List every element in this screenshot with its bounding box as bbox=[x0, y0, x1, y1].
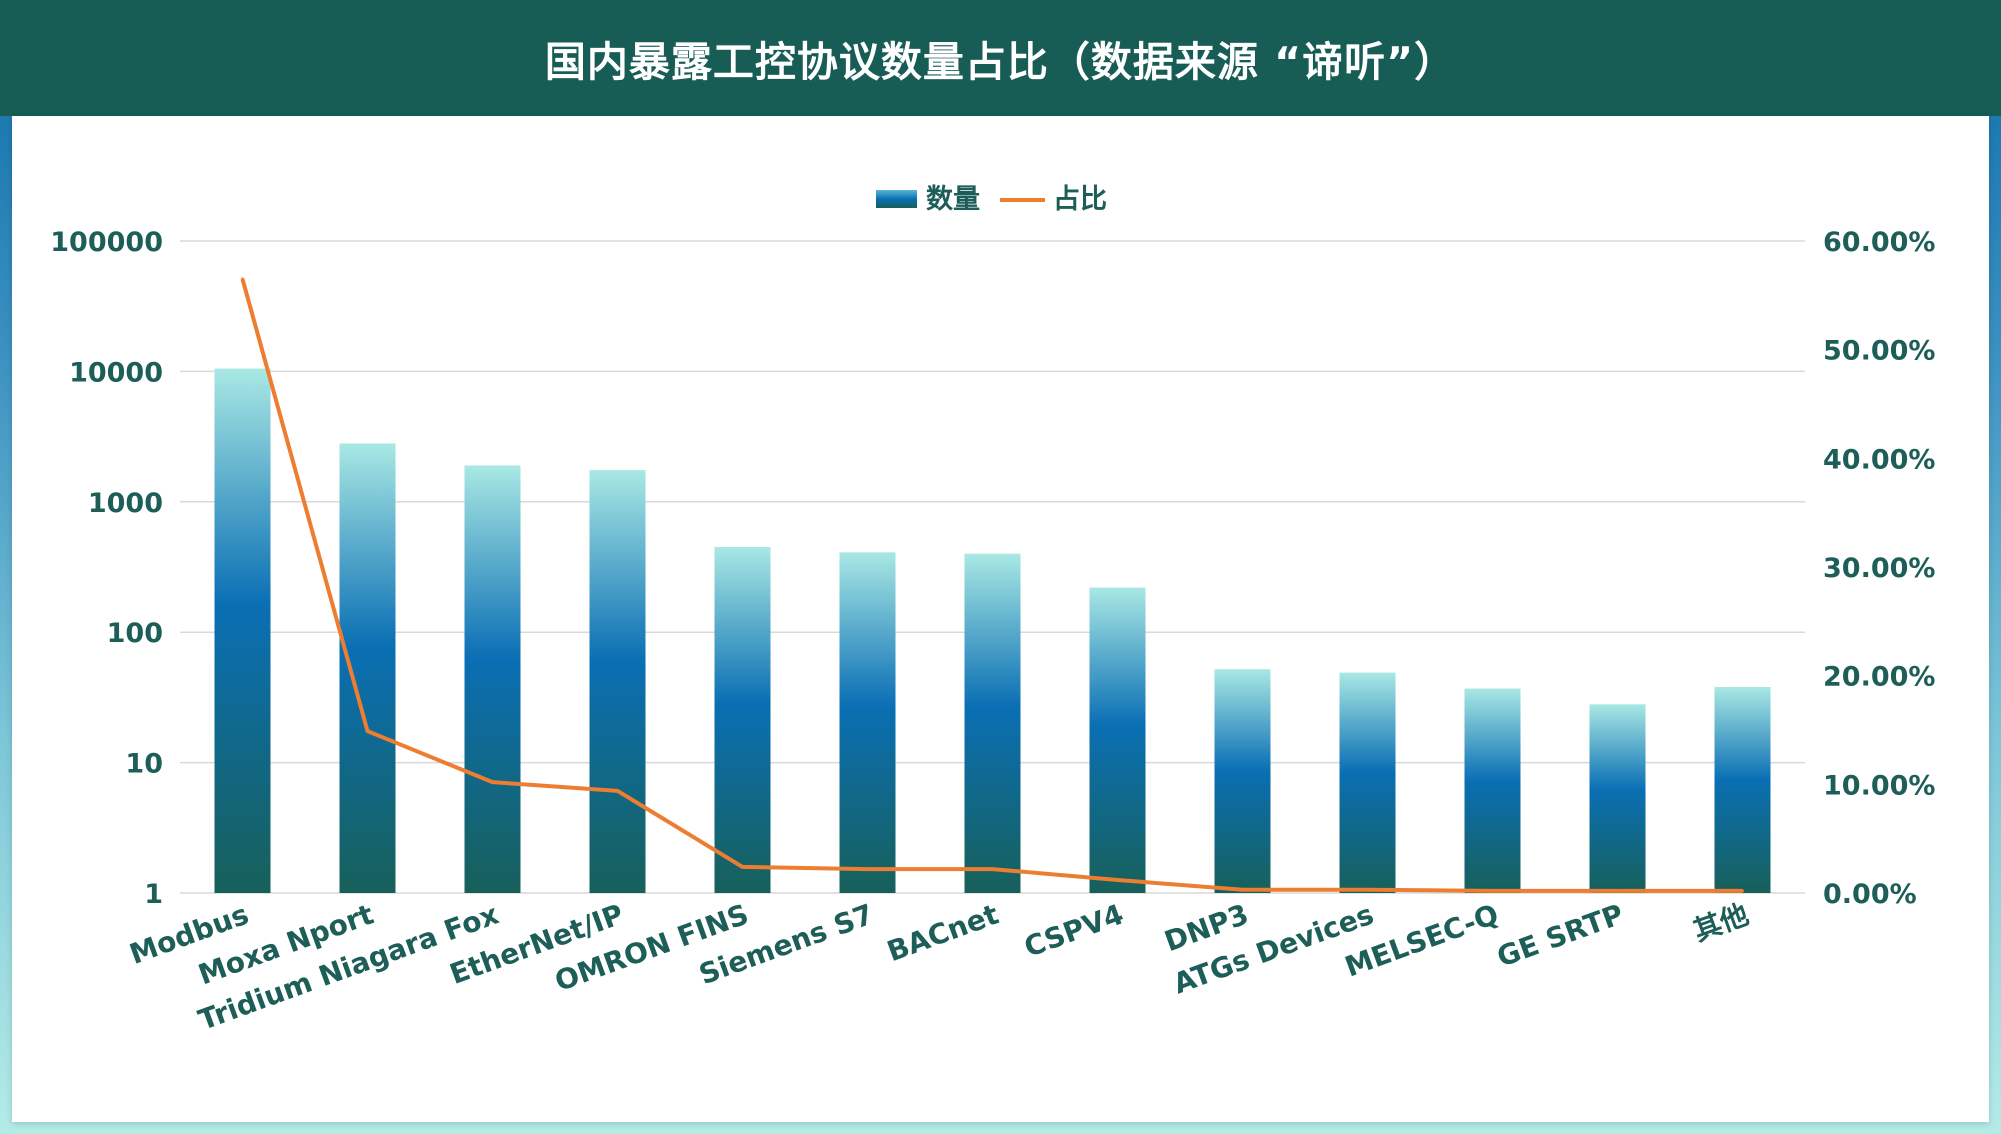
bar bbox=[339, 443, 396, 893]
y-right-tick-label: 10.00% bbox=[1823, 770, 1935, 801]
bar bbox=[839, 552, 896, 893]
bar bbox=[1589, 704, 1646, 893]
y-left-tick-label: 10000 bbox=[69, 357, 163, 388]
x-tick-label: 其他 bbox=[1689, 898, 1753, 948]
y-left-tick-label: 1000 bbox=[88, 488, 163, 519]
line-point bbox=[1116, 878, 1119, 882]
line-point bbox=[616, 789, 619, 793]
y-axis-left: 1 10 100 1000 10000 100000 bbox=[50, 227, 163, 910]
y-right-tick-label: 60.00% bbox=[1823, 227, 1935, 258]
y-left-tick-label: 100000 bbox=[50, 227, 163, 258]
x-tick-label: BACnet bbox=[883, 898, 1003, 969]
legend-line-label: 占比 bbox=[1053, 184, 1107, 215]
x-tick-label: CSPV4 bbox=[1020, 898, 1128, 964]
y-right-tick-label: 40.00% bbox=[1823, 444, 1935, 475]
y-right-tick-label: 30.00% bbox=[1823, 553, 1935, 584]
legend-bar-label: 数量 bbox=[926, 184, 980, 215]
line-series bbox=[240, 277, 1744, 893]
y-left-tick-label: 1 bbox=[144, 879, 163, 910]
line-point bbox=[241, 277, 244, 281]
line-point bbox=[1366, 888, 1369, 892]
y-left-tick-label: 10 bbox=[125, 749, 163, 780]
bar bbox=[589, 470, 646, 893]
legend: 数量 占比 bbox=[876, 184, 1107, 215]
line-point bbox=[366, 729, 369, 733]
line-point bbox=[1741, 889, 1744, 893]
x-tick-label: GE SRTP bbox=[1493, 898, 1628, 974]
line-point bbox=[1491, 889, 1494, 893]
bar bbox=[1464, 688, 1521, 893]
y-right-tick-label: 0.00% bbox=[1823, 879, 1917, 910]
bar bbox=[1089, 587, 1146, 893]
bar bbox=[464, 465, 521, 893]
y-right-tick-label: 20.00% bbox=[1823, 662, 1935, 693]
legend-bar-swatch bbox=[876, 190, 917, 208]
line-point bbox=[741, 865, 744, 869]
line-point bbox=[1241, 888, 1244, 892]
line-point bbox=[991, 867, 994, 871]
line-point bbox=[866, 867, 869, 871]
y-right-tick-label: 50.00% bbox=[1823, 336, 1935, 367]
bar bbox=[1339, 672, 1396, 893]
header-bar: 国内暴露工控协议数量占比（数据来源 “谛听”） bbox=[0, 0, 2001, 116]
bar bbox=[214, 368, 271, 893]
line-point bbox=[1616, 889, 1619, 893]
bar bbox=[964, 553, 1021, 893]
grid-lines bbox=[180, 240, 1805, 894]
chart-title: 国内暴露工控协议数量占比（数据来源 “谛听”） bbox=[544, 38, 1457, 86]
bar bbox=[1714, 686, 1771, 893]
bar bbox=[1214, 669, 1271, 893]
line-point bbox=[491, 780, 494, 784]
bar bbox=[714, 547, 771, 893]
y-left-tick-label: 100 bbox=[107, 618, 163, 649]
bar-series bbox=[214, 368, 1771, 893]
y-axis-right: 0.00% 10.00% 20.00% 30.00% 40.00% 50.00% 60.00… bbox=[1823, 227, 1935, 910]
